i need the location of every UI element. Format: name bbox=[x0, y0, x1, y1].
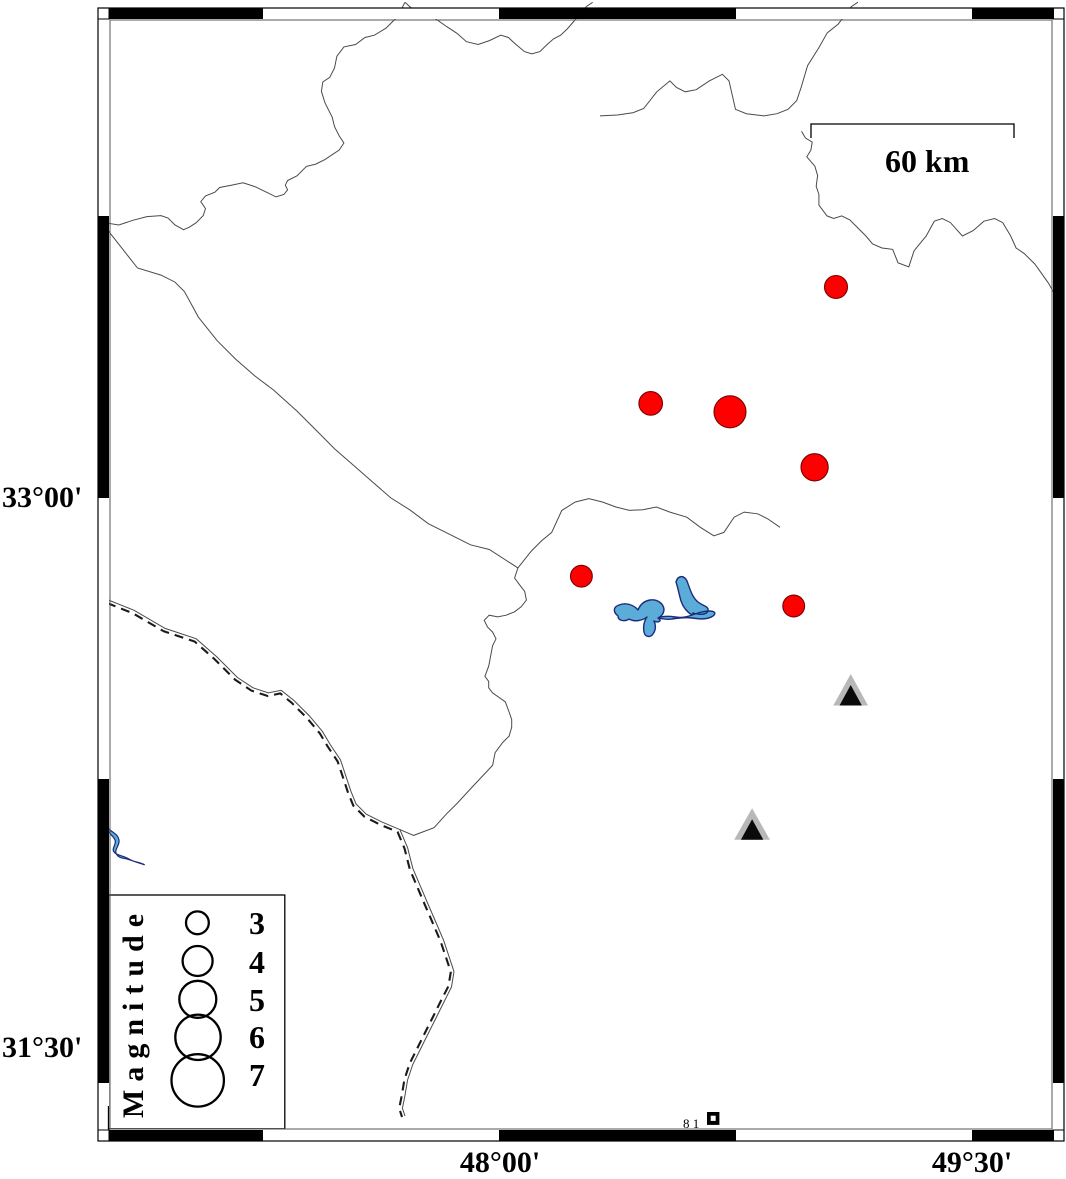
svg-text:33°00': 33°00' bbox=[2, 481, 82, 514]
svg-text:49°30': 49°30' bbox=[932, 1146, 1012, 1179]
svg-text:Magnitude: Magnitude bbox=[117, 906, 150, 1118]
svg-text:48°00': 48°00' bbox=[460, 1146, 540, 1179]
svg-text:60 km: 60 km bbox=[885, 143, 970, 179]
svg-text:7: 7 bbox=[249, 1057, 265, 1093]
svg-text:5: 5 bbox=[249, 982, 265, 1018]
svg-text:31°30': 31°30' bbox=[2, 1031, 82, 1064]
svg-text:4: 4 bbox=[249, 944, 265, 980]
svg-text:3: 3 bbox=[249, 905, 265, 941]
svg-text:6: 6 bbox=[249, 1019, 265, 1055]
